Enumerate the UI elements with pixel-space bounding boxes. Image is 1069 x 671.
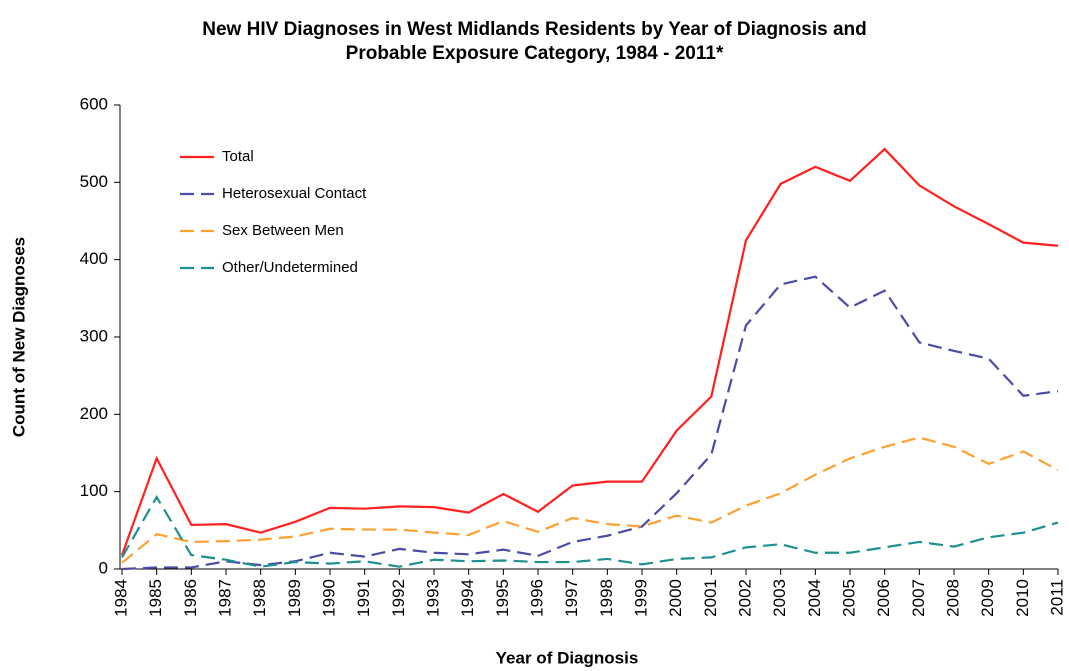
y-tick-label: 300 (80, 326, 108, 345)
x-tick-label: 2007 (909, 579, 928, 617)
x-tick-label: 1985 (146, 579, 165, 617)
line-series (120, 147, 1059, 556)
line-series (121, 436, 1059, 564)
x-tick-label: 1998 (597, 579, 616, 617)
x-tick-label: 1991 (354, 579, 373, 617)
x-tick-label: 1994 (458, 579, 477, 617)
y-tick-label: 400 (80, 249, 108, 268)
y-tick-label: 100 (80, 481, 108, 500)
legend-label: Total (222, 148, 254, 165)
y-tick-label: 200 (80, 404, 108, 423)
x-tick-label: 1995 (493, 579, 512, 617)
x-tick-label: 1986 (181, 579, 200, 617)
x-tick-label: 1996 (527, 579, 546, 617)
x-tick-label: 1997 (562, 579, 581, 617)
x-tick-label: 2010 (1013, 579, 1032, 617)
x-axis-label: Year of Diagnosis (496, 648, 639, 667)
x-tick-label: 2004 (805, 579, 824, 617)
x-tick-label: 2002 (735, 579, 754, 617)
line-series (121, 494, 1059, 568)
x-tick-label: 2009 (978, 579, 997, 617)
x-tick-label: 1990 (319, 579, 338, 617)
x-tick-label: 1992 (389, 579, 408, 617)
legend-label: Heterosexual Contact (222, 185, 367, 202)
x-tick-label: 1989 (285, 579, 304, 617)
x-tick-label: 1988 (250, 579, 269, 617)
x-tick-label: 2001 (701, 579, 720, 617)
legend-label: Other/Undetermined (222, 259, 358, 276)
x-tick-label: 2003 (770, 579, 789, 617)
y-tick-label: 500 (80, 172, 108, 191)
y-axis-label: Count of New Diagnoses (9, 237, 28, 437)
x-tick-label: 2008 (943, 579, 962, 617)
x-tick-label: 2000 (666, 579, 685, 617)
x-tick-label: 1999 (631, 579, 650, 617)
chart-title: New HIV Diagnoses in West Midlands Resid… (202, 19, 867, 64)
y-tick-label: 0 (99, 558, 108, 577)
x-tick-label: 1984 (111, 579, 130, 617)
x-tick-label: 2006 (874, 579, 893, 617)
line-series (121, 275, 1059, 571)
x-tick-label: 1987 (215, 579, 234, 617)
y-tick-label: 600 (80, 94, 108, 113)
x-tick-label: 2005 (839, 579, 858, 617)
legend-label: Sex Between Men (222, 222, 344, 239)
x-tick-label: 2011 (1047, 579, 1066, 616)
x-tick-label: 1993 (423, 579, 442, 617)
